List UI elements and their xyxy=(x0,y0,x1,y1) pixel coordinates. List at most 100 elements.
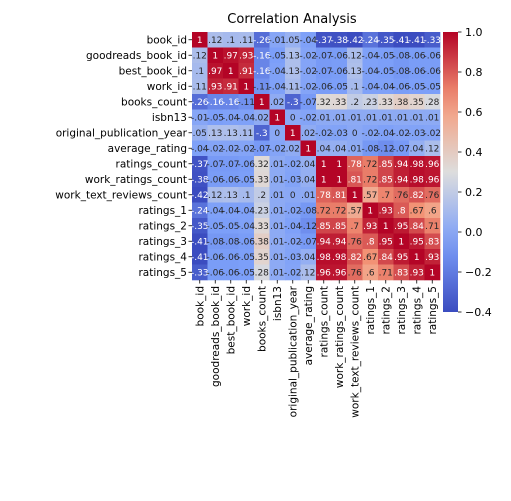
heatmap-cell-value: .71 xyxy=(425,222,439,232)
heatmap-cell-value: .11 xyxy=(286,82,300,92)
heatmap-cell xyxy=(378,233,394,250)
heatmap-cell xyxy=(192,187,208,203)
heatmap-cell xyxy=(254,187,270,203)
heatmap-cell-value: -.04 xyxy=(222,206,240,216)
heatmap-cell xyxy=(269,140,286,157)
heatmap-cell-value: .98 xyxy=(332,253,347,263)
heatmap-cell xyxy=(316,78,332,95)
x-tick-label: original_publication_year xyxy=(288,285,300,417)
heatmap-cell xyxy=(347,109,363,126)
heatmap-cell xyxy=(238,109,255,126)
heatmap-cell-value: .05 xyxy=(193,129,207,139)
heatmap-cell-value: .82 xyxy=(348,253,362,263)
y-tick-label: ratings_2 xyxy=(138,221,187,233)
heatmap-cell xyxy=(409,47,425,64)
heatmap-cell xyxy=(378,202,394,219)
heatmap-cell-value: .13 xyxy=(224,191,238,201)
heatmap-cell-value: -.07 xyxy=(315,67,333,77)
heatmap-cell-value: .13 xyxy=(224,129,238,139)
heatmap-cell-value: .04 xyxy=(332,144,347,154)
heatmap-cell xyxy=(347,63,363,79)
y-tick-label: work_id xyxy=(147,81,187,93)
heatmap-cell xyxy=(285,140,301,157)
heatmap-cell-value: .83 xyxy=(394,268,408,278)
heatmap-cell xyxy=(223,32,239,48)
heatmap-cell-value: .93 xyxy=(425,253,439,263)
heatmap-cell xyxy=(409,156,425,172)
heatmap-cell-value: .93 xyxy=(208,82,222,92)
heatmap-cell-value: .57 xyxy=(348,206,362,216)
heatmap-cell-value: -.06 xyxy=(222,268,240,278)
heatmap-cell xyxy=(347,187,363,203)
heatmap-cell-value: -.07 xyxy=(315,51,333,61)
heatmap-cell xyxy=(285,47,301,64)
heatmap-cell-labels: 1.12.1.11 -.26-.01.05 -.04-.37-.38-.42-.24… xyxy=(191,36,441,279)
heatmap-cell-value: .96 xyxy=(425,160,440,170)
heatmap-cell-value: .13 xyxy=(286,67,300,77)
heatmap-cell-value: .01 xyxy=(379,113,393,123)
heatmap-cell-value: .78 xyxy=(317,191,332,201)
heatmap-cell xyxy=(347,156,363,172)
heatmap-cell xyxy=(238,63,255,79)
heatmap-cell xyxy=(409,187,425,203)
heatmap-cell-value: 1 xyxy=(305,144,311,154)
heatmap-cell xyxy=(424,109,441,126)
x-tick-label: best_book_id xyxy=(226,286,238,354)
y-tick-label: work_text_reviews_count xyxy=(55,190,187,202)
heatmap-cell xyxy=(378,32,394,48)
heatmap-cell xyxy=(393,140,410,157)
heatmap-cell xyxy=(316,156,332,172)
heatmap-cell xyxy=(378,78,394,95)
heatmap-cell-value: -.02 xyxy=(206,144,224,154)
heatmap-cell xyxy=(238,140,255,157)
heatmap-cell-value: .85 xyxy=(379,160,393,170)
heatmap-cell xyxy=(285,156,301,172)
heatmap-cell xyxy=(409,218,425,234)
colorbar-tick-label: 0.6 xyxy=(465,106,483,119)
heatmap-cell-value: -.37 xyxy=(315,36,333,46)
x-tick-label: books_count xyxy=(257,286,269,352)
heatmap-cell xyxy=(393,202,410,219)
heatmap-cell-value: -.02 xyxy=(315,129,333,139)
heatmap-cell xyxy=(254,32,270,48)
heatmap-cell xyxy=(254,218,270,234)
heatmap-cell xyxy=(269,218,286,234)
heatmap-cell xyxy=(207,94,224,110)
heatmap-cell xyxy=(300,202,317,219)
heatmap-cell xyxy=(347,47,363,64)
heatmap-cell xyxy=(409,78,425,95)
heatmap-cell-value: .6 xyxy=(428,206,437,216)
heatmap-cell xyxy=(269,187,286,203)
heatmap-cell xyxy=(409,171,425,188)
heatmap-cell xyxy=(424,233,441,250)
heatmap-cell xyxy=(424,156,441,172)
heatmap-cell xyxy=(207,63,224,79)
heatmap-cell-value: .83 xyxy=(425,237,439,247)
heatmap-cell xyxy=(393,233,410,250)
heatmap-cell xyxy=(223,109,239,126)
heatmap-cell xyxy=(207,140,224,157)
heatmap-cell-value: .12 xyxy=(301,268,315,278)
heatmap-cell xyxy=(316,109,332,126)
heatmap-cell-value: .6 xyxy=(366,268,375,278)
heatmap-cell-value: -.05 xyxy=(268,51,286,61)
heatmap-cell-value: .95 xyxy=(394,253,408,263)
heatmap-cell-value: -.06 xyxy=(206,268,224,278)
heatmap-cell xyxy=(300,78,317,95)
heatmap-cell xyxy=(254,78,270,95)
heatmap-cell-value: -.26 xyxy=(191,98,209,108)
x-tick-label: isbn13 xyxy=(272,286,284,321)
heatmap-cell-value: -.04 xyxy=(284,222,302,232)
heatmap-cell-value: -.06 xyxy=(330,67,348,77)
heatmap-cell-value: 1 xyxy=(429,268,435,278)
heatmap-cell xyxy=(362,140,379,157)
heatmap-cell-value: -.08 xyxy=(206,237,224,247)
heatmap-cell-value: .04 xyxy=(317,144,332,154)
heatmap-cell-value: 0 xyxy=(352,129,358,139)
heatmap-cell-value: -.24 xyxy=(191,206,209,216)
heatmap-cell xyxy=(331,171,348,188)
heatmap-cell xyxy=(362,233,379,250)
heatmap-cell xyxy=(362,32,379,48)
heatmap-cell-value: -.05 xyxy=(377,51,395,61)
heatmap-cell-value: .72 xyxy=(363,175,377,185)
